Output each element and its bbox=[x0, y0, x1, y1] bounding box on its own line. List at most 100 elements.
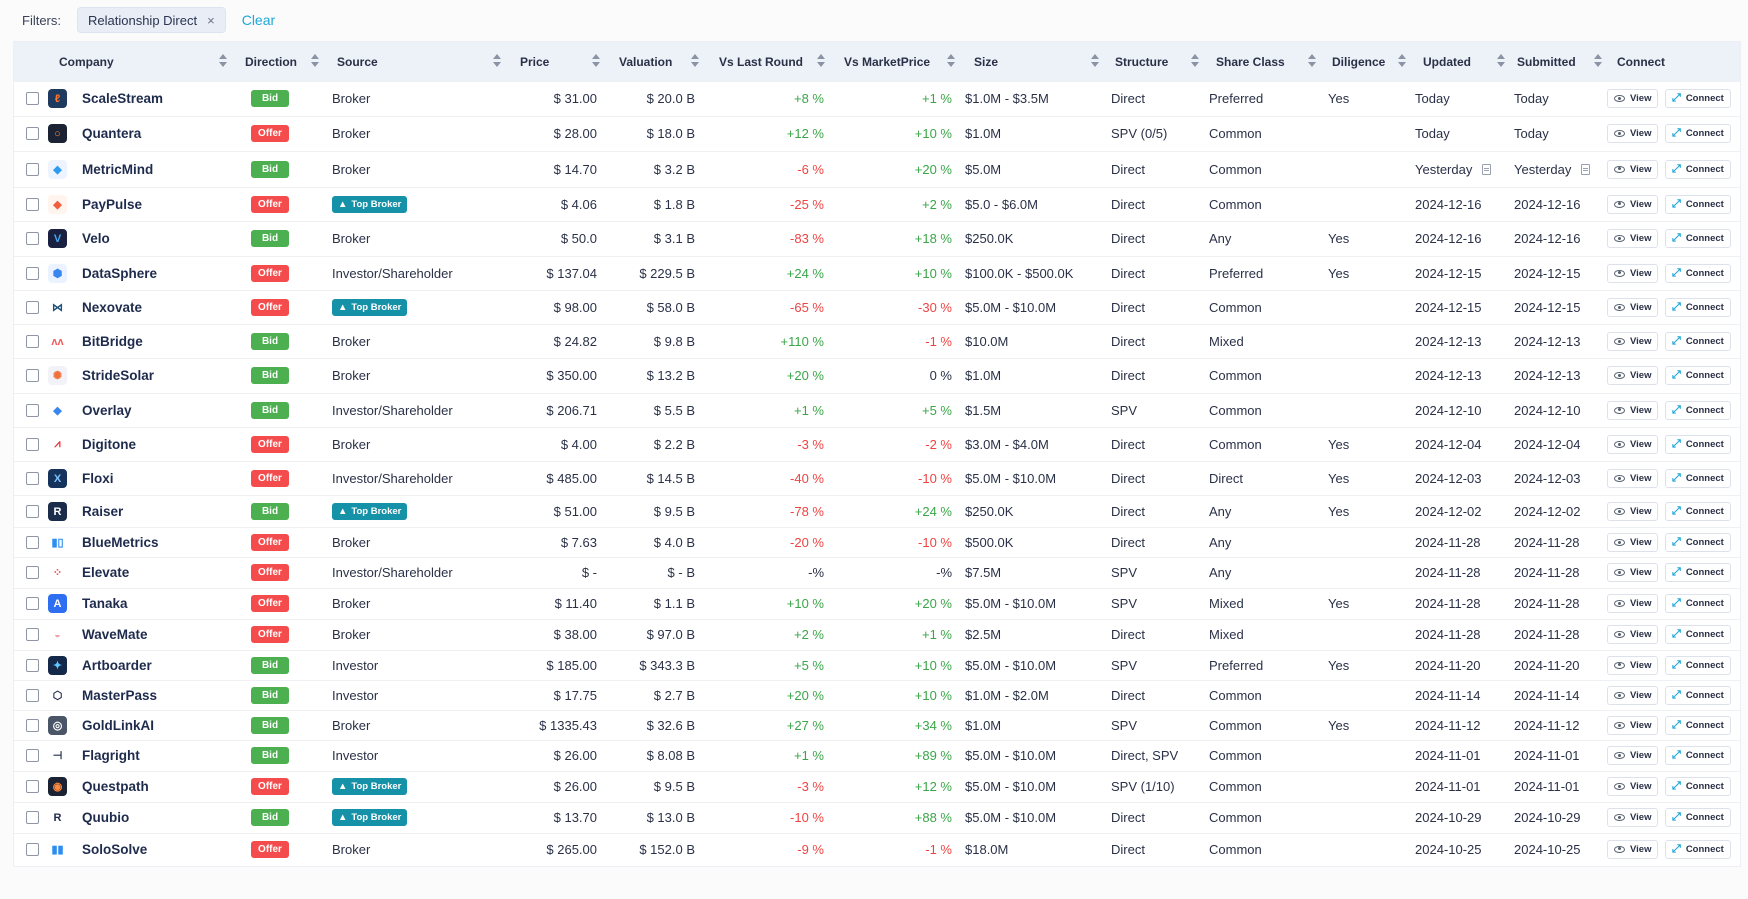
table-row[interactable]: ⁘ Elevate Offer Investor/Shareholder $ - $ - … bbox=[14, 557, 1740, 588]
view-button[interactable]: View bbox=[1607, 366, 1659, 386]
row-checkbox[interactable] bbox=[26, 438, 39, 451]
table-row[interactable]: ▮▯ BlueMetrics Offer Broker $ 7.63 $ 4.0 B -20… bbox=[14, 527, 1740, 557]
table-row[interactable]: V Velo Bid Broker $ 50.0 $ 3.1 B -83 % +18 % $25… bbox=[14, 221, 1740, 256]
header-vs-market-price[interactable]: Vs MarketPrice bbox=[844, 54, 931, 69]
header-valuation[interactable]: Valuation bbox=[619, 54, 673, 69]
document-icon[interactable] bbox=[1581, 163, 1591, 175]
header-submitted[interactable]: Submitted bbox=[1517, 54, 1576, 69]
sort-icon[interactable] bbox=[1398, 54, 1406, 68]
company-name[interactable]: Raiser bbox=[82, 504, 124, 519]
view-button[interactable]: View bbox=[1607, 159, 1659, 179]
company-name[interactable]: BitBridge bbox=[82, 334, 143, 349]
view-button[interactable]: View bbox=[1607, 502, 1659, 521]
company-name[interactable]: Flagright bbox=[82, 748, 140, 764]
row-checkbox[interactable] bbox=[26, 811, 39, 824]
connect-button[interactable]: ⤢ Connect bbox=[1665, 502, 1731, 521]
company-name[interactable]: Elevate bbox=[82, 565, 130, 581]
row-checkbox[interactable] bbox=[26, 232, 39, 246]
connect-button[interactable]: ⤢ Connect bbox=[1665, 808, 1731, 827]
sort-icon[interactable] bbox=[1091, 54, 1099, 68]
row-checkbox[interactable] bbox=[26, 842, 39, 856]
connect-button[interactable]: ⤢ Connect bbox=[1665, 263, 1731, 283]
connect-button[interactable]: ⤢ Connect bbox=[1665, 400, 1731, 420]
row-checkbox[interactable] bbox=[26, 197, 39, 211]
connect-button[interactable]: ⤢ Connect bbox=[1665, 746, 1731, 766]
company-name[interactable]: Quubio bbox=[82, 810, 130, 825]
view-button[interactable]: View bbox=[1607, 194, 1659, 214]
table-row[interactable]: ⋈ Nexovate Offer ▲ Top Broker $ 98.00 $ 58.0 B… bbox=[14, 290, 1740, 324]
connect-button[interactable]: ⤢ Connect bbox=[1665, 194, 1731, 214]
view-button[interactable]: View bbox=[1607, 563, 1659, 583]
connect-button[interactable]: ⤢ Connect bbox=[1665, 777, 1731, 796]
table-row[interactable]: ⬡ MasterPass Bid Investor $ 17.75 $ 2.7 B +20 … bbox=[14, 680, 1740, 710]
view-button[interactable]: View bbox=[1607, 594, 1659, 613]
company-name[interactable]: Quantera bbox=[82, 126, 142, 142]
header-size[interactable]: Size bbox=[974, 54, 999, 69]
sort-icon[interactable] bbox=[592, 54, 600, 68]
table-row[interactable]: ⩘ Digitone Offer Broker $ 4.00 $ 2.2 B -3 % -2 … bbox=[14, 427, 1740, 461]
row-checkbox[interactable] bbox=[26, 266, 39, 280]
table-row[interactable]: ⬢ DataSphere Offer Investor/Shareholder $ 13… bbox=[14, 255, 1740, 291]
row-checkbox[interactable] bbox=[26, 162, 39, 176]
row-checkbox[interactable] bbox=[26, 472, 39, 485]
connect-button[interactable]: ⤢ Connect bbox=[1665, 533, 1731, 552]
row-checkbox[interactable] bbox=[26, 505, 39, 518]
table-row[interactable]: ◉ Questpath Offer ▲ Top Broker $ 26.00 $ 9.5 B… bbox=[14, 770, 1740, 802]
row-checkbox[interactable] bbox=[26, 403, 39, 417]
table-row[interactable]: ⊣ Flagright Bid Investor $ 26.00 $ 8.08 B +1 %… bbox=[14, 740, 1740, 771]
connect-button[interactable]: ⤢ Connect bbox=[1665, 563, 1731, 583]
header-direction[interactable]: Direction bbox=[245, 54, 298, 69]
row-checkbox[interactable] bbox=[26, 689, 39, 702]
row-checkbox[interactable] bbox=[26, 658, 39, 672]
connect-button[interactable]: ⤢ Connect bbox=[1665, 469, 1731, 488]
row-checkbox[interactable] bbox=[26, 127, 39, 141]
company-name[interactable]: SoloSolve bbox=[82, 841, 148, 857]
row-checkbox[interactable] bbox=[26, 749, 39, 763]
company-name[interactable]: Nexovate bbox=[82, 300, 143, 315]
table-row[interactable]: ◒ WaveMate Offer Broker $ 38.00 $ 97.0 B +2 % +… bbox=[14, 618, 1740, 650]
view-button[interactable]: View bbox=[1607, 625, 1659, 644]
header-diligence[interactable]: Diligence bbox=[1332, 54, 1386, 69]
view-button[interactable]: View bbox=[1607, 746, 1659, 766]
view-button[interactable]: View bbox=[1607, 686, 1659, 705]
row-checkbox[interactable] bbox=[26, 628, 39, 641]
table-row[interactable]: ᴧᴧ BitBridge Bid Broker $ 24.82 $ 9.8 B +110 %… bbox=[14, 324, 1740, 358]
company-name[interactable]: Floxi bbox=[82, 471, 114, 486]
table-row[interactable]: ◆ MetricMind Bid Broker $ 14.70 $ 3.2 B -6 % +2… bbox=[14, 151, 1740, 187]
view-button[interactable]: View bbox=[1607, 777, 1659, 796]
header-company[interactable]: Company bbox=[59, 54, 114, 69]
table-row[interactable]: R Quubio Bid ▲ Top Broker $ 13.70 $ 13.0 B -10 … bbox=[14, 801, 1740, 833]
view-button[interactable]: View bbox=[1607, 435, 1659, 454]
view-button[interactable]: View bbox=[1607, 533, 1659, 552]
close-icon[interactable]: × bbox=[207, 12, 215, 28]
connect-button[interactable]: ⤢ Connect bbox=[1665, 89, 1731, 109]
table-row[interactable]: ✺ StrideSolar Bid Broker $ 350.00 $ 13.2 B +20… bbox=[14, 358, 1740, 393]
table-row[interactable]: ○ Quantera Offer Broker $ 28.00 $ 18.0 B +12 %… bbox=[14, 115, 1740, 152]
company-name[interactable]: MasterPass bbox=[82, 688, 158, 703]
company-name[interactable]: WaveMate bbox=[82, 627, 148, 642]
row-checkbox[interactable] bbox=[26, 719, 39, 732]
row-checkbox[interactable] bbox=[26, 566, 39, 580]
table-row[interactable]: A Tanaka Offer Broker $ 11.40 $ 1.1 B +10 % +20… bbox=[14, 587, 1740, 619]
view-button[interactable]: View bbox=[1607, 839, 1659, 859]
view-button[interactable]: View bbox=[1607, 229, 1659, 249]
table-row[interactable]: ℓ ScaleStream Bid Broker $ 31.00 $ 20.0 B +8 %… bbox=[14, 81, 1740, 116]
connect-button[interactable]: ⤢ Connect bbox=[1665, 332, 1731, 351]
sort-icon[interactable] bbox=[1594, 54, 1602, 68]
connect-button[interactable]: ⤢ Connect bbox=[1665, 298, 1731, 317]
company-name[interactable]: MetricMind bbox=[82, 161, 154, 177]
table-row[interactable]: ◆ PayPulse Offer ▲ Top Broker $ 4.06 $ 1.8 B -2… bbox=[14, 186, 1740, 222]
connect-button[interactable]: ⤢ Connect bbox=[1665, 716, 1731, 735]
company-name[interactable]: Questpath bbox=[82, 779, 149, 794]
connect-button[interactable]: ⤢ Connect bbox=[1665, 159, 1731, 179]
header-source[interactable]: Source bbox=[337, 54, 378, 69]
connect-button[interactable]: ⤢ Connect bbox=[1665, 435, 1731, 454]
view-button[interactable]: View bbox=[1607, 469, 1659, 488]
sort-icon[interactable] bbox=[493, 54, 501, 68]
connect-button[interactable]: ⤢ Connect bbox=[1665, 124, 1731, 144]
header-structure[interactable]: Structure bbox=[1115, 54, 1169, 69]
view-button[interactable]: View bbox=[1607, 655, 1659, 675]
company-name[interactable]: Velo bbox=[82, 231, 110, 247]
sort-icon[interactable] bbox=[817, 54, 825, 68]
connect-button[interactable]: ⤢ Connect bbox=[1665, 686, 1731, 705]
